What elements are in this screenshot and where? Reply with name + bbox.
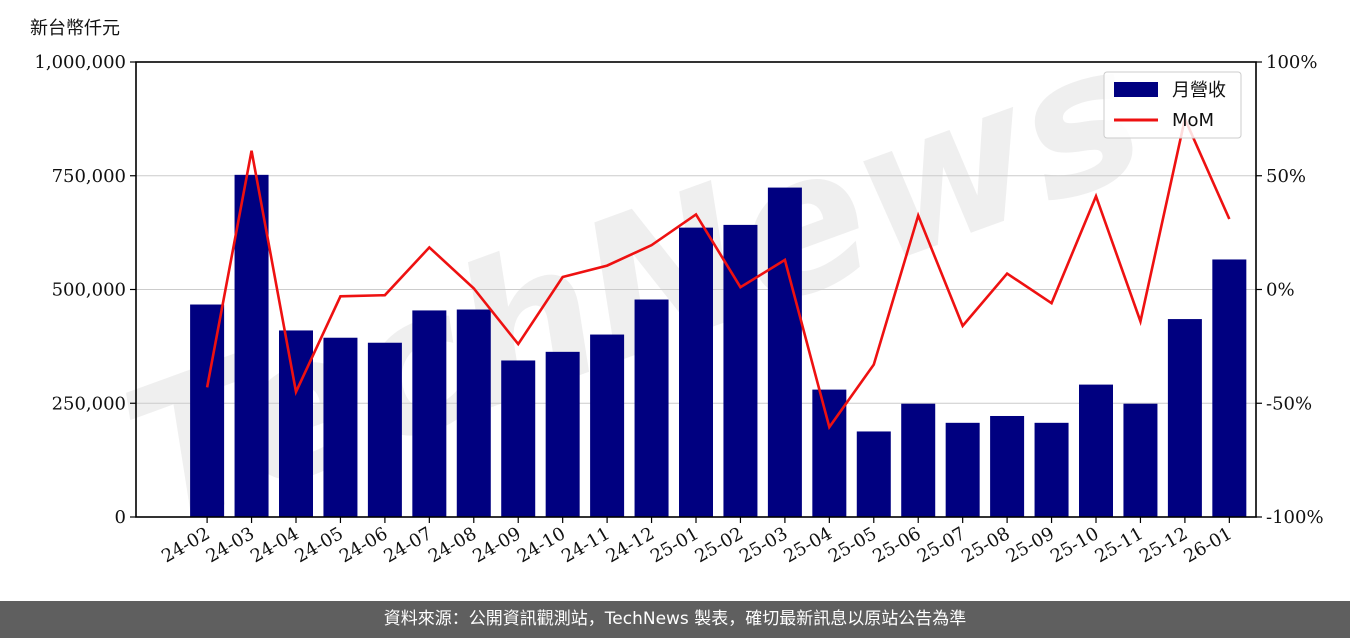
revenue-chart: TechNews 0250,000500,000750,0001,000,000… <box>34 1 1324 571</box>
x-tick-label: 25-11 <box>1092 523 1147 567</box>
bar-24-11 <box>590 334 625 517</box>
right-tick-label: 0% <box>1266 280 1295 301</box>
x-tick-label: 25-01 <box>647 523 702 567</box>
bar-24-12 <box>634 299 669 517</box>
right-tick-label: 100% <box>1266 52 1317 73</box>
bar-25-03 <box>767 187 802 517</box>
bar-25-02 <box>723 224 758 517</box>
right-tick-label: 50% <box>1266 166 1306 187</box>
x-tick-label: 24-06 <box>336 523 391 567</box>
bar-series <box>190 174 1247 517</box>
x-tick-label: 25-09 <box>1003 523 1058 567</box>
x-tick-label: 25-07 <box>914 523 969 567</box>
bar-24-03 <box>234 174 269 517</box>
x-tick-label: 25-12 <box>1136 523 1191 567</box>
source-footer: 資料來源：公開資訊觀測站，TechNews 製表，確切最新訊息以原站公告為準 <box>0 601 1350 638</box>
x-tick-label: 26-01 <box>1180 523 1235 567</box>
legend-bar-label: 月營收 <box>1172 80 1226 101</box>
bar-25-10 <box>1079 384 1113 517</box>
bar-24-09 <box>501 360 536 517</box>
left-tick-label: 750,000 <box>52 166 126 187</box>
x-tick-label: 25-02 <box>692 523 747 567</box>
mom-line <box>205 114 1231 431</box>
x-tick-label: 24-05 <box>292 523 347 567</box>
x-tick-label: 24-08 <box>425 523 480 567</box>
bar-25-09 <box>1034 422 1069 517</box>
x-tick-label: 24-12 <box>603 523 658 567</box>
x-tick-label: 24-07 <box>380 523 435 567</box>
bar-25-11 <box>1123 403 1158 517</box>
x-tick-label: 24-10 <box>514 523 569 567</box>
y-axis-unit-label: 新台幣仟元 <box>30 18 120 39</box>
bar-24-05 <box>323 337 358 517</box>
bar-24-08 <box>456 309 491 517</box>
bar-24-07 <box>412 310 447 517</box>
right-tick-label: -50% <box>1266 393 1312 414</box>
x-tick-label: 25-08 <box>958 523 1013 567</box>
left-tick-label: 0 <box>115 507 126 528</box>
bar-25-12 <box>1167 319 1202 517</box>
bar-25-01 <box>679 227 713 517</box>
x-tick-label: 24-11 <box>558 523 613 567</box>
x-tick-label: 25-05 <box>825 523 880 567</box>
legend-bar-swatch <box>1114 82 1158 97</box>
bar-24-04 <box>279 330 313 517</box>
legend-line-label: MoM <box>1172 110 1214 131</box>
x-tick-label: 25-06 <box>869 523 924 567</box>
left-tick-label: 250,000 <box>52 393 126 414</box>
right-tick-label: -100% <box>1266 507 1324 528</box>
bar-24-10 <box>545 351 580 517</box>
legend: 月營收 MoM <box>1103 71 1242 139</box>
bar-25-06 <box>901 403 936 517</box>
left-tick-label: 1,000,000 <box>34 52 126 73</box>
x-tick-label: 25-10 <box>1047 523 1102 567</box>
bar-24-02 <box>190 304 225 517</box>
left-tick-label: 500,000 <box>52 280 126 301</box>
bar-26-01 <box>1212 259 1247 517</box>
bar-25-08 <box>990 415 1025 517</box>
mom-line-series <box>205 114 1231 431</box>
bar-24-06 <box>367 342 402 517</box>
x-tick-label: 25-04 <box>780 523 835 567</box>
x-tick-label: 24-09 <box>469 523 524 567</box>
bar-25-07 <box>945 422 980 517</box>
bar-25-05 <box>856 431 891 517</box>
x-tick-label: 25-03 <box>736 523 791 567</box>
